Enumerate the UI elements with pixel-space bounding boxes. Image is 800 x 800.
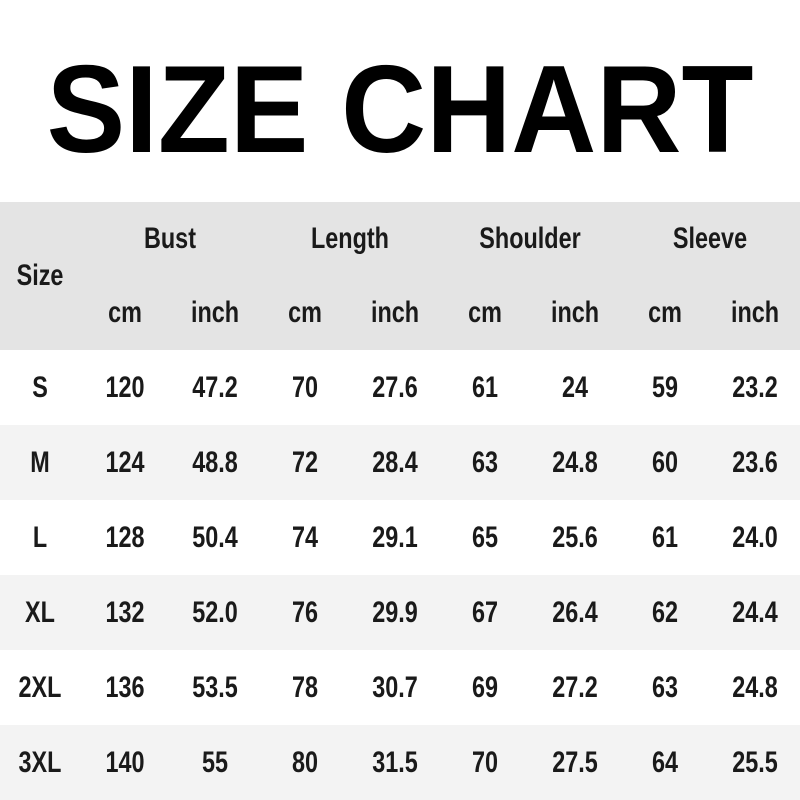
table-cell: 70 xyxy=(471,745,499,779)
table-cell: 74 xyxy=(291,520,319,554)
table-cell: 132 xyxy=(105,595,145,629)
unit-label-inch: inch xyxy=(730,296,780,329)
table-row: 2XL 136 53.5 78 30.7 69 27.2 63 24.8 xyxy=(0,650,800,725)
table-cell: 67 xyxy=(471,595,499,629)
table-cell: 30.7 xyxy=(372,670,418,704)
table-row: L 128 50.4 74 29.1 65 25.6 61 24.0 xyxy=(0,500,800,575)
table-cell: 76 xyxy=(291,595,319,629)
row-size-label: S xyxy=(32,370,48,404)
table-cell: 61 xyxy=(651,520,679,554)
page-title: SIZE CHART xyxy=(46,41,754,179)
unit-label-cm: cm xyxy=(648,296,682,329)
table-cell: 50.4 xyxy=(192,520,238,554)
table-cell: 61 xyxy=(471,370,499,404)
unit-label-inch: inch xyxy=(190,296,240,329)
table-cell: 59 xyxy=(651,370,679,404)
row-size-label: M xyxy=(30,445,50,479)
table-cell: 128 xyxy=(105,520,145,554)
unit-label-cm: cm xyxy=(468,296,502,329)
column-group-bust: Bust xyxy=(143,222,196,255)
table-cell: 24.8 xyxy=(732,670,778,704)
table-cell: 24.0 xyxy=(732,520,778,554)
table-cell: 120 xyxy=(105,370,145,404)
table-cell: 63 xyxy=(651,670,679,704)
table-cell: 27.6 xyxy=(372,370,418,404)
table-cell: 62 xyxy=(651,595,679,629)
table-cell: 55 xyxy=(201,745,229,779)
table-cell: 53.5 xyxy=(192,670,238,704)
table-cell: 78 xyxy=(291,670,319,704)
table-cell: 65 xyxy=(471,520,499,554)
table-cell: 72 xyxy=(291,445,319,479)
table-cell: 24.4 xyxy=(732,595,778,629)
row-size-label: 2XL xyxy=(18,670,62,704)
table-cell: 69 xyxy=(471,670,499,704)
row-size-label: 3XL xyxy=(18,745,62,779)
table-row: XL 132 52.0 76 29.9 67 26.4 62 24.4 xyxy=(0,575,800,650)
table-cell: 47.2 xyxy=(192,370,238,404)
table-cell: 28.4 xyxy=(372,445,418,479)
table-cell: 124 xyxy=(105,445,145,479)
table-cell: 29.9 xyxy=(372,595,418,629)
table-cell: 80 xyxy=(291,745,319,779)
size-chart-table: Size Bust Length Shoulder Sleeve cm inch… xyxy=(0,202,800,800)
table-row: 3XL 140 55 80 31.5 70 27.5 64 25.5 xyxy=(0,725,800,800)
column-group-shoulder: Shoulder xyxy=(479,222,581,255)
row-size-label: XL xyxy=(25,595,55,629)
table-cell: 23.6 xyxy=(732,445,778,479)
table-cell: 27.2 xyxy=(552,670,598,704)
unit-label-inch: inch xyxy=(550,296,600,329)
table-row: M 124 48.8 72 28.4 63 24.8 60 23.6 xyxy=(0,425,800,500)
title-area: SIZE CHART xyxy=(0,0,800,202)
table-cell: 27.5 xyxy=(552,745,598,779)
table-cell: 64 xyxy=(651,745,679,779)
table-cell: 63 xyxy=(471,445,499,479)
table-cell: 52.0 xyxy=(192,595,238,629)
table-cell: 136 xyxy=(105,670,145,704)
table-cell: 24.8 xyxy=(552,445,598,479)
table-cell: 25.6 xyxy=(552,520,598,554)
column-header-size: Size xyxy=(16,259,64,292)
table-cell: 48.8 xyxy=(192,445,238,479)
table-cell: 23.2 xyxy=(732,370,778,404)
table-header: Size Bust Length Shoulder Sleeve cm inch… xyxy=(0,202,800,350)
unit-label-cm: cm xyxy=(108,296,142,329)
table-cell: 24 xyxy=(561,370,589,404)
table-cell: 60 xyxy=(651,445,679,479)
table-row: S 120 47.2 70 27.6 61 24 59 23.2 xyxy=(0,350,800,425)
row-size-label: L xyxy=(32,520,48,554)
table-cell: 140 xyxy=(105,745,145,779)
table-cell: 29.1 xyxy=(372,520,418,554)
unit-label-inch: inch xyxy=(370,296,420,329)
unit-label-cm: cm xyxy=(288,296,322,329)
table-cell: 25.5 xyxy=(732,745,778,779)
column-group-sleeve: Sleeve xyxy=(672,222,748,255)
table-cell: 26.4 xyxy=(552,595,598,629)
table-cell: 31.5 xyxy=(372,745,418,779)
table-cell: 70 xyxy=(291,370,319,404)
column-group-length: Length xyxy=(311,222,389,255)
